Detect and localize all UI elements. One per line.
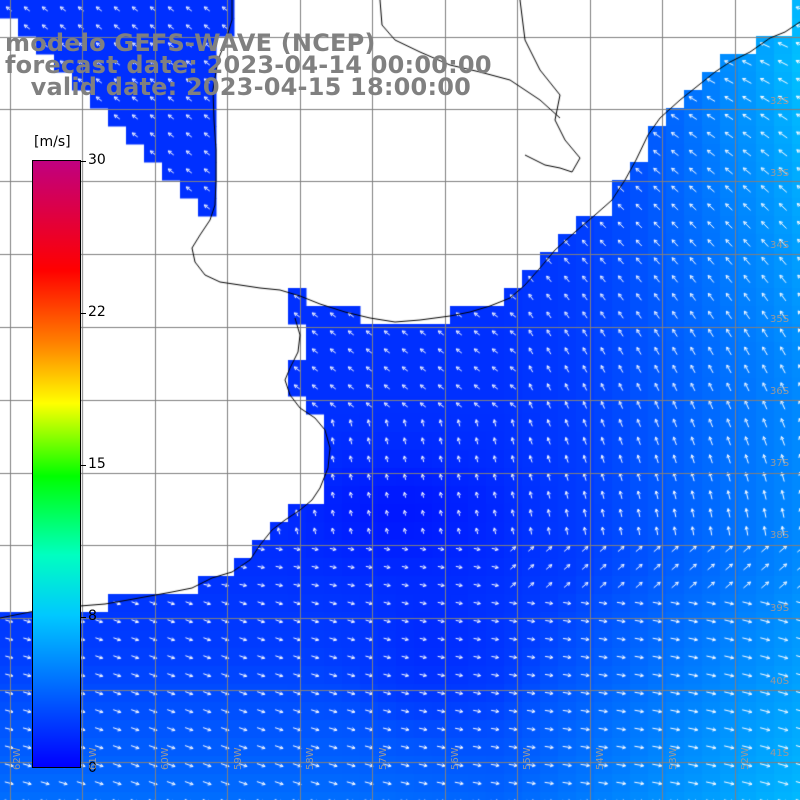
longitude-label: 59W (233, 747, 244, 770)
longitude-label: 61W (88, 747, 99, 770)
longitude-label: 52W (740, 747, 751, 770)
latitude-label: 40S (770, 676, 790, 687)
latitude-label: 32S (770, 96, 790, 107)
latitude-label: 36S (770, 386, 790, 397)
latitude-label: 38S (770, 530, 790, 541)
longitude-label: 54W (595, 747, 606, 770)
longitude-label: 53W (668, 747, 679, 770)
title-model-name: modelo GEFS-WAVE (NCEP) (5, 29, 376, 57)
colorbar-tick-mark (80, 161, 86, 162)
colorbar-tick-label: 22 (88, 304, 106, 320)
longitude-label: 60W (160, 747, 171, 770)
colorbar-tick-mark (80, 465, 86, 466)
longitude-label: 58W (305, 747, 316, 770)
colorbar-unit-label: [m/s] (34, 134, 71, 150)
latitude-label: 39S (770, 603, 790, 614)
colorbar-tick-label: 30 (88, 152, 106, 168)
longitude-label: 57W (378, 747, 389, 770)
latitude-label: 34S (770, 240, 790, 251)
colorbar-tick-mark (80, 617, 86, 618)
longitude-label: 62W (12, 747, 23, 770)
colorbar-tick-label: 15 (88, 456, 106, 472)
longitude-label: 56W (450, 747, 461, 770)
latitude-label: 41S (770, 748, 790, 759)
title-forecast-date: forecast date: 2023-04-14 00:00:00 (5, 51, 492, 79)
colorbar (32, 160, 81, 768)
colorbar-tick-mark (80, 313, 86, 314)
colorbar-tick-label: 8 (88, 608, 97, 624)
latitude-label: 35S (770, 314, 790, 325)
longitude-label: 55W (522, 747, 533, 770)
title-valid-date: valid date: 2023-04-15 18:00:00 (5, 73, 472, 101)
latitude-label: 37S (770, 458, 790, 469)
colorbar-tick-label: 0 (88, 760, 97, 776)
latitude-label: 33S (770, 168, 790, 179)
